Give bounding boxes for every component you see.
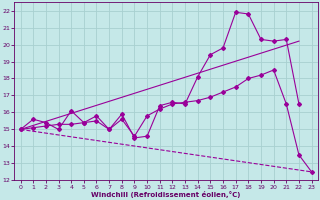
X-axis label: Windchill (Refroidissement éolien,°C): Windchill (Refroidissement éolien,°C) [92, 191, 241, 198]
